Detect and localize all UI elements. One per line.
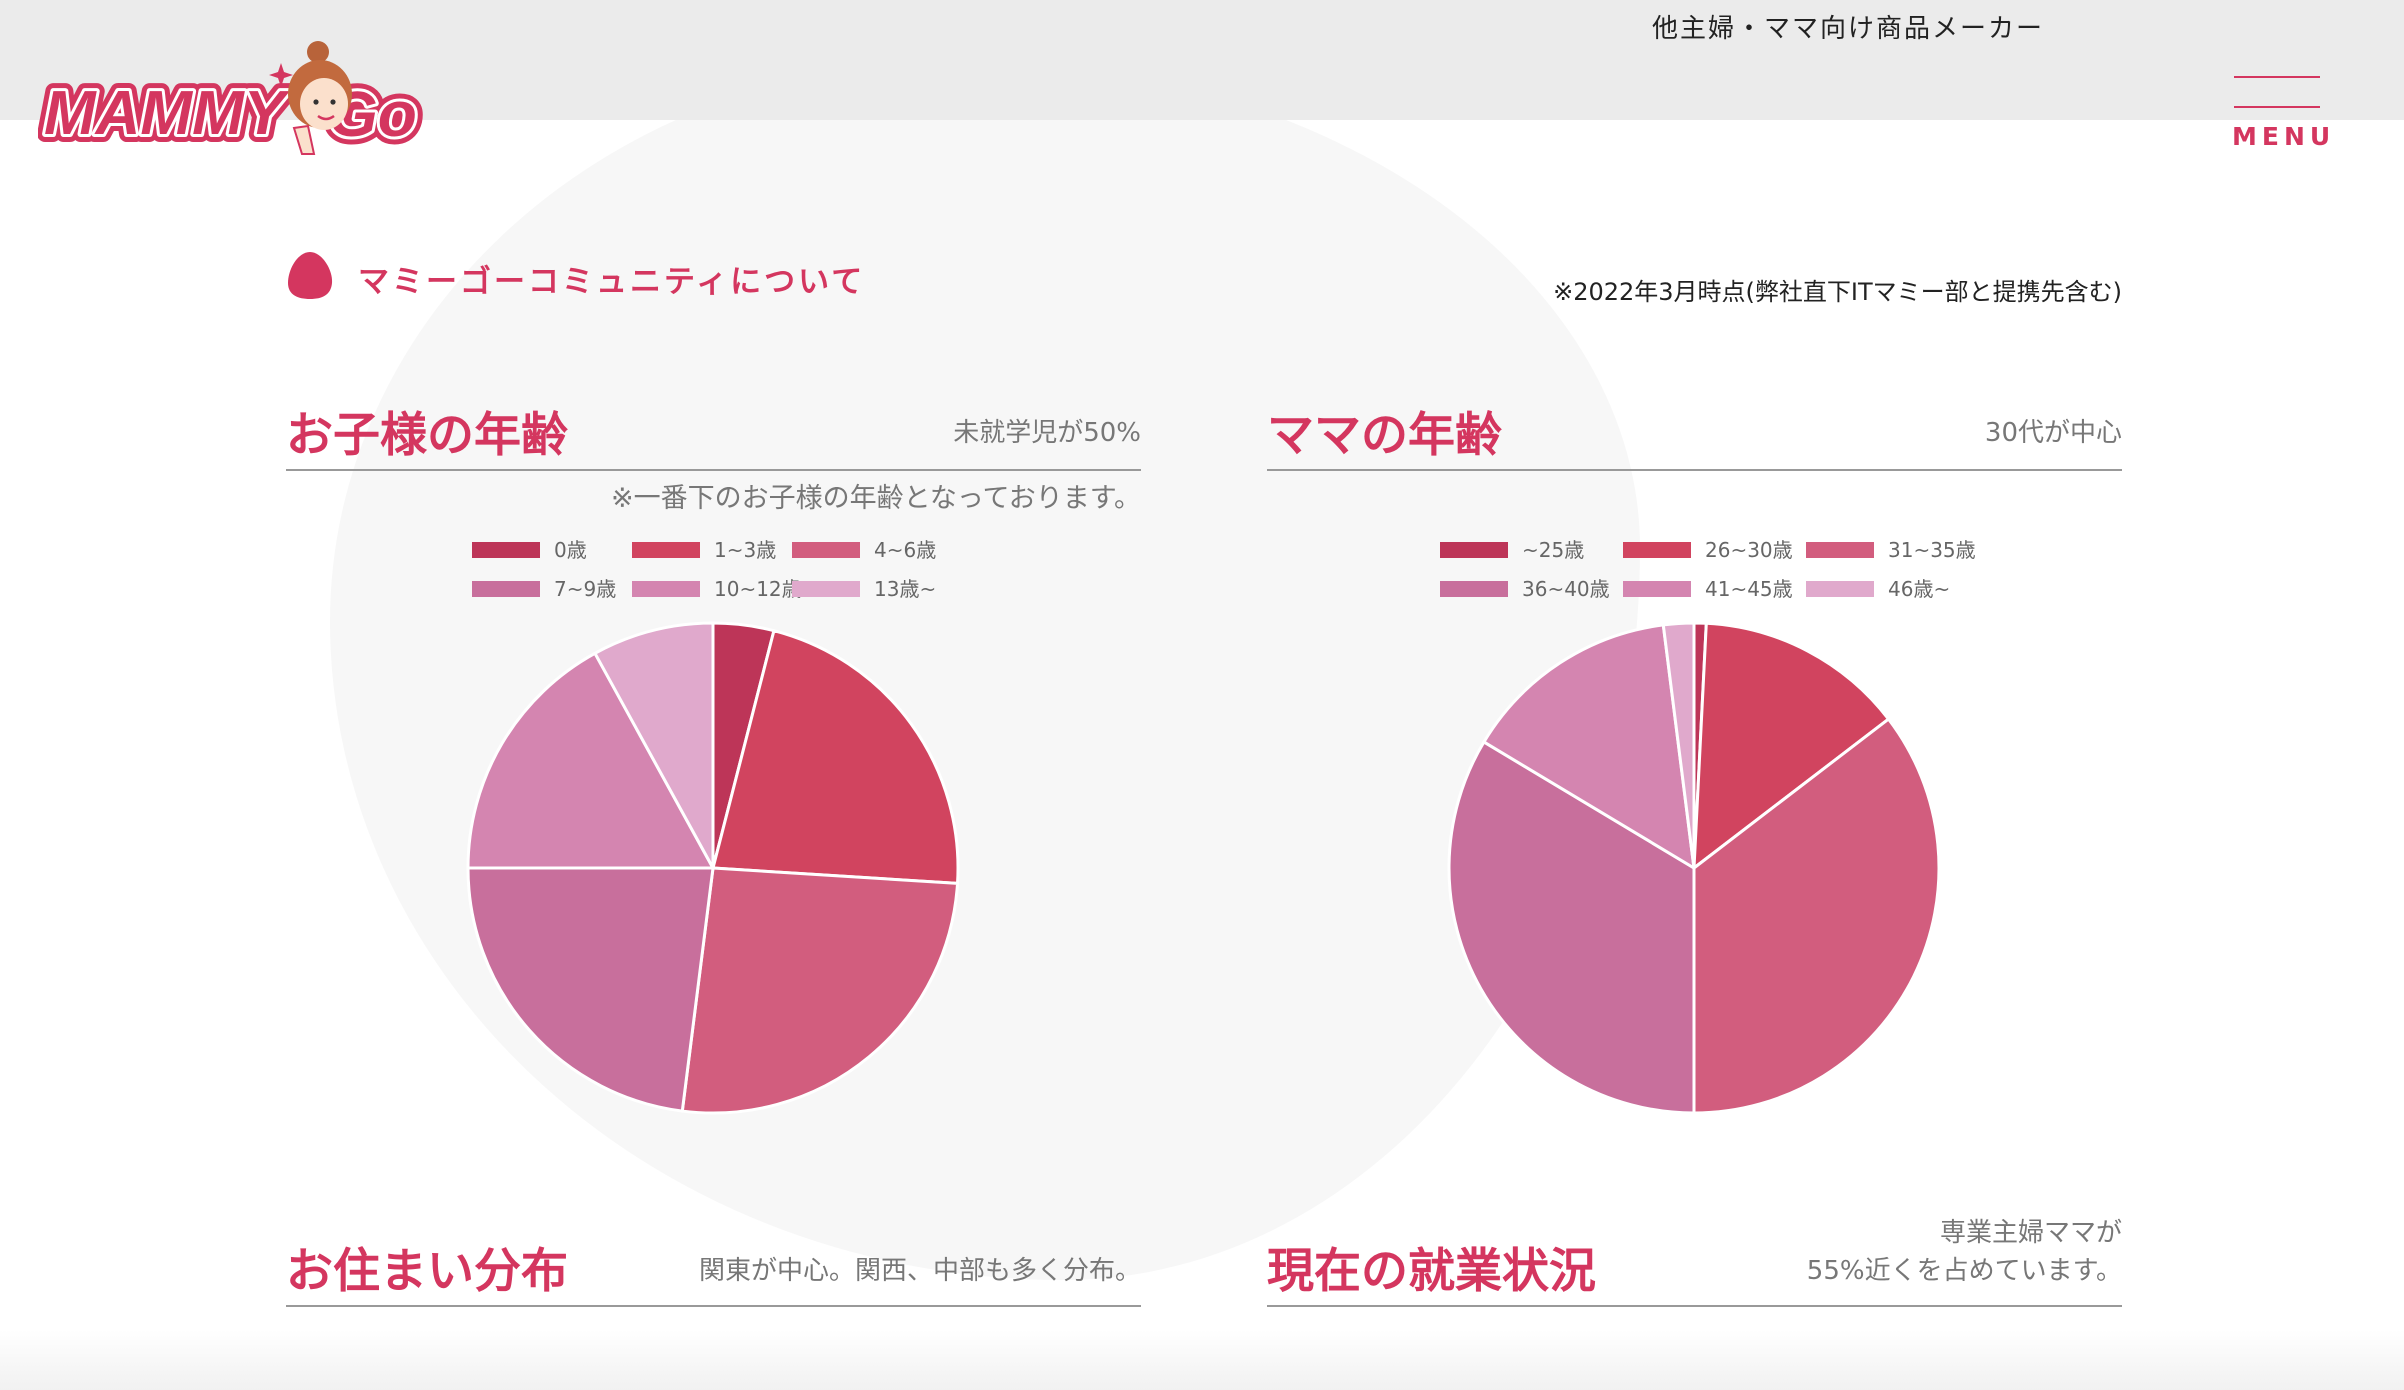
legend-swatch-0-3: [472, 581, 540, 597]
children-age-subtitle: 未就学児が50%: [953, 418, 1141, 448]
pie-slice-1-5[interactable]: [1661, 621, 1696, 870]
legend-swatch-0-5: [792, 581, 860, 597]
children-age-note: ※一番下のお子様の年齢となっております。: [611, 483, 1141, 514]
legend-swatch-0-0: [472, 542, 540, 558]
legend-label-1-2: 31~35歳: [1888, 538, 1976, 562]
menu-line-middle: [2234, 106, 2320, 108]
pie-slice-1-2[interactable]: [1692, 717, 1941, 1115]
header-tagline: 他主婦・ママ向け商品メーカー: [1652, 14, 2045, 44]
mama-age-pie-chart: ~25歳 26~30歳 31~35歳 36~40歳 41~45歳 46歳~: [1440, 538, 1976, 1115]
legend-swatch-1-3: [1440, 581, 1508, 597]
legend-label-0-0: 0歳: [554, 538, 587, 562]
residence-title: お住まい分布: [286, 1244, 568, 1299]
children-age-divider: [286, 469, 1141, 471]
pie-slice-0-4[interactable]: [466, 651, 715, 870]
menu-label: MENU: [2232, 122, 2336, 151]
pie-slice-0-5[interactable]: [593, 621, 715, 870]
pie-slice-0-2[interactable]: [680, 866, 960, 1115]
legend-swatch-1-0: [1440, 542, 1508, 558]
background-shape: [330, 60, 1640, 1280]
legend-label-1-4: 41~45歳: [1705, 577, 1793, 601]
legend-swatch-0-2: [792, 542, 860, 558]
legend-label-1-5: 46歳~: [1888, 577, 1950, 601]
legend-label-0-1: 1~3歳: [714, 538, 776, 562]
pie-slice-1-4[interactable]: [1482, 623, 1696, 870]
legend-label-1-1: 26~30歳: [1705, 538, 1793, 562]
blob-bullet-icon: [288, 252, 333, 299]
legend-label-1-0: ~25歳: [1522, 538, 1584, 562]
employment-subtitle: 専業主婦ママが 55%近くを占めています。: [1807, 1214, 2122, 1290]
employment-divider: [1267, 1305, 2122, 1307]
legend-label-0-3: 7~9歳: [554, 577, 616, 601]
as-of-note: ※2022年3月時点(弊社直下ITマミー部と提携先含む): [1553, 278, 2122, 306]
pie-slice-0-3[interactable]: [466, 866, 715, 1113]
legend-label-0-4: 10~12歳: [714, 577, 802, 601]
legend-swatch-0-4: [632, 581, 700, 597]
legend-label-1-3: 36~40歳: [1522, 577, 1610, 601]
employment-title: 現在の就業状況: [1267, 1244, 1596, 1299]
menu-button[interactable]: MENU: [2232, 74, 2336, 154]
employment-subtitle-line2: 55%近くを占めています。: [1806, 1256, 2122, 1286]
legend-label-0-5: 13歳~: [874, 577, 936, 601]
legend-swatch-1-4: [1623, 581, 1691, 597]
mascot-icon: [269, 41, 352, 155]
top-bar: 他主婦・ママ向け商品メーカー: [0, 0, 2404, 120]
mammy-go-logo[interactable]: MAMMY MAMMY MAMMY Go Go Go: [38, 36, 428, 158]
employment-subtitle-line1: 専業主婦ママが: [1939, 1218, 2122, 1248]
svg-text:MAMMY: MAMMY: [44, 79, 291, 148]
mama-age-divider: [1267, 469, 2122, 471]
residence-subtitle: 関東が中心。関西、中部も多く分布。: [698, 1256, 1141, 1286]
menu-line-top: [2234, 76, 2320, 78]
mama-age-title: ママの年齢: [1267, 408, 1502, 463]
mama-age-subtitle: 30代が中心: [1984, 418, 2122, 448]
children-age-pie-chart: 0歳 1~3歳 4~6歳 7~9歳 10~12歳 13歳~: [466, 538, 960, 1115]
legend-swatch-0-1: [632, 542, 700, 558]
legend-swatch-1-1: [1623, 542, 1691, 558]
svg-text:MAMMY: MAMMY: [44, 79, 291, 148]
svg-text:MAMMY: MAMMY: [44, 79, 291, 148]
legend-swatch-1-5: [1806, 581, 1874, 597]
residence-divider: [286, 1305, 1141, 1307]
children-age-title: お子様の年齢: [286, 408, 568, 463]
pie-slice-1-3[interactable]: [1447, 740, 1696, 1115]
pie-slice-0-1[interactable]: [711, 629, 960, 885]
legend-swatch-1-2: [1806, 542, 1874, 558]
pie-slice-1-1[interactable]: [1692, 621, 1891, 870]
legend-label-0-2: 4~6歳: [874, 538, 936, 562]
bottom-fade: [0, 1330, 2404, 1390]
section-title: マミーゴーコミュニティについて: [358, 264, 866, 300]
